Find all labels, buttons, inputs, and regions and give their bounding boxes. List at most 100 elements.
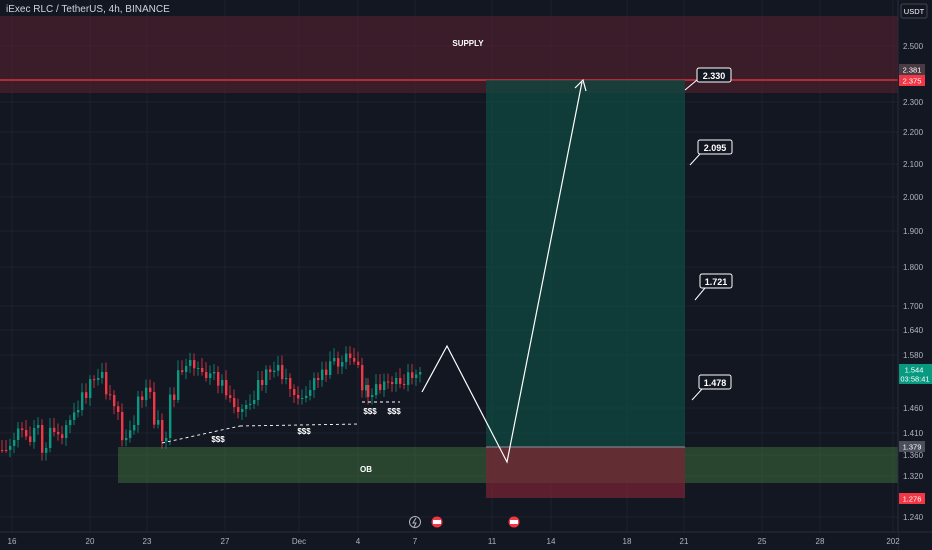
candle-body bbox=[281, 365, 284, 380]
candle-body bbox=[169, 394, 172, 438]
candle-body bbox=[137, 396, 140, 425]
price-axis-label: 1.320 bbox=[903, 472, 924, 481]
currency-label[interactable]: USDT bbox=[900, 3, 928, 19]
symbol-title[interactable]: iExec RLC / TetherUS, 4h, BINANCE bbox=[6, 4, 170, 15]
candle-body bbox=[237, 407, 240, 412]
candle-body bbox=[89, 379, 92, 398]
candle-body bbox=[229, 395, 232, 398]
candle-body bbox=[105, 372, 108, 395]
time-axis-label: 16 bbox=[8, 537, 17, 546]
candle-body bbox=[57, 432, 60, 435]
candle-body bbox=[353, 358, 356, 362]
price-axis-label: 2.200 bbox=[903, 128, 924, 137]
candle-body bbox=[53, 427, 56, 432]
price-badge-2381: 2.381 bbox=[899, 64, 925, 75]
candle-body bbox=[81, 392, 84, 410]
candle-body bbox=[399, 378, 402, 384]
candle-body bbox=[367, 385, 370, 397]
time-axis[interactable] bbox=[0, 532, 898, 550]
candle-body bbox=[109, 394, 112, 396]
position-loss-zone[interactable] bbox=[486, 447, 685, 498]
candle-body bbox=[337, 358, 340, 367]
candle-body bbox=[189, 360, 192, 366]
liquidity-line-1 bbox=[161, 425, 241, 444]
price-axis[interactable] bbox=[898, 0, 932, 550]
price-axis-label: 1.700 bbox=[903, 302, 924, 311]
current-price-badge: 1.544 03:58:41 bbox=[899, 364, 932, 384]
target-callout-1478[interactable]: 1.478 bbox=[691, 374, 732, 401]
candle-body bbox=[149, 387, 152, 392]
candle-body bbox=[305, 395, 308, 398]
price-axis-label: 1.460 bbox=[903, 404, 924, 413]
candle-body bbox=[173, 394, 176, 400]
candle-body bbox=[193, 360, 196, 369]
time-axis-label: Dec bbox=[292, 537, 306, 546]
supply-zone-label: SUPPLY bbox=[452, 39, 484, 48]
candle-body bbox=[301, 398, 304, 399]
candle-body bbox=[97, 377, 100, 380]
projection-arrowhead bbox=[574, 78, 587, 92]
candle-body bbox=[93, 379, 96, 381]
candle-body bbox=[345, 353, 348, 362]
candle-body bbox=[117, 406, 120, 412]
candle-body bbox=[161, 420, 164, 442]
liquidity-label: $$$ bbox=[211, 435, 225, 444]
liquidity-line-2 bbox=[239, 423, 361, 427]
candle-body bbox=[13, 440, 16, 446]
candle-body bbox=[209, 373, 212, 378]
price-axis-label: 1.640 bbox=[903, 326, 924, 335]
candle-body bbox=[321, 369, 324, 380]
candle-body bbox=[277, 365, 280, 371]
candle-body bbox=[45, 448, 48, 453]
candles bbox=[1, 346, 422, 461]
candle-body bbox=[69, 420, 72, 426]
target-callout-1721[interactable]: 1.721 bbox=[694, 273, 733, 301]
target-callout-2330[interactable]: 2.330 bbox=[684, 67, 732, 91]
time-axis-label: 23 bbox=[143, 537, 152, 546]
time-axis-label: 25 bbox=[758, 537, 767, 546]
candle-body bbox=[391, 382, 394, 384]
candle-body bbox=[29, 436, 32, 442]
candle-body bbox=[285, 378, 288, 380]
candle-body bbox=[365, 385, 368, 391]
us-flag-event-icon[interactable] bbox=[508, 516, 520, 528]
candle-body bbox=[9, 445, 12, 450]
candle-body bbox=[33, 427, 36, 442]
time-axis-labels: 16 20 23 27 Dec 4 7 11 14 18 21 25 28 202 bbox=[8, 537, 901, 546]
candle-body bbox=[245, 405, 248, 410]
bar-countdown-text: 03:58:41 bbox=[900, 375, 929, 384]
projection-path[interactable] bbox=[421, 81, 583, 464]
price-axis-labels: 2.500 2.300 2.200 2.100 2.000 1.900 1.800 1.700… bbox=[903, 42, 924, 522]
candle-body bbox=[333, 358, 336, 362]
price-axis-label: 2.000 bbox=[903, 193, 924, 202]
candle-body bbox=[65, 425, 68, 438]
candle-body bbox=[133, 425, 136, 431]
time-axis-label: 18 bbox=[623, 537, 632, 546]
candle-body bbox=[419, 372, 422, 375]
candle-body bbox=[313, 378, 316, 390]
candle-body bbox=[379, 384, 382, 390]
price-badge-1379: 1.379 bbox=[899, 441, 925, 452]
candle-body bbox=[113, 395, 116, 407]
position-profit-zone[interactable] bbox=[486, 80, 685, 447]
candle-body bbox=[153, 392, 156, 425]
candle-body bbox=[101, 372, 104, 378]
candle-body bbox=[37, 425, 40, 428]
candle-body bbox=[317, 378, 320, 380]
candle-body bbox=[121, 412, 124, 441]
currency-text: USDT bbox=[904, 7, 925, 16]
candle-body bbox=[357, 361, 360, 365]
candle-body bbox=[293, 389, 296, 395]
target-callout-2095[interactable]: 2.095 bbox=[689, 139, 733, 166]
candle-body bbox=[125, 438, 128, 441]
supply-zone[interactable] bbox=[0, 16, 898, 93]
liquidity-label: $$$ bbox=[297, 427, 311, 436]
time-axis-label: 7 bbox=[413, 537, 418, 546]
target-callout-label: 1.721 bbox=[705, 277, 728, 287]
candle-body bbox=[221, 380, 224, 386]
lightning-event-icon[interactable] bbox=[409, 516, 421, 528]
us-flag-event-icon[interactable] bbox=[431, 516, 443, 528]
time-axis-label: 20 bbox=[86, 537, 95, 546]
price-axis-label: 1.900 bbox=[903, 227, 924, 236]
